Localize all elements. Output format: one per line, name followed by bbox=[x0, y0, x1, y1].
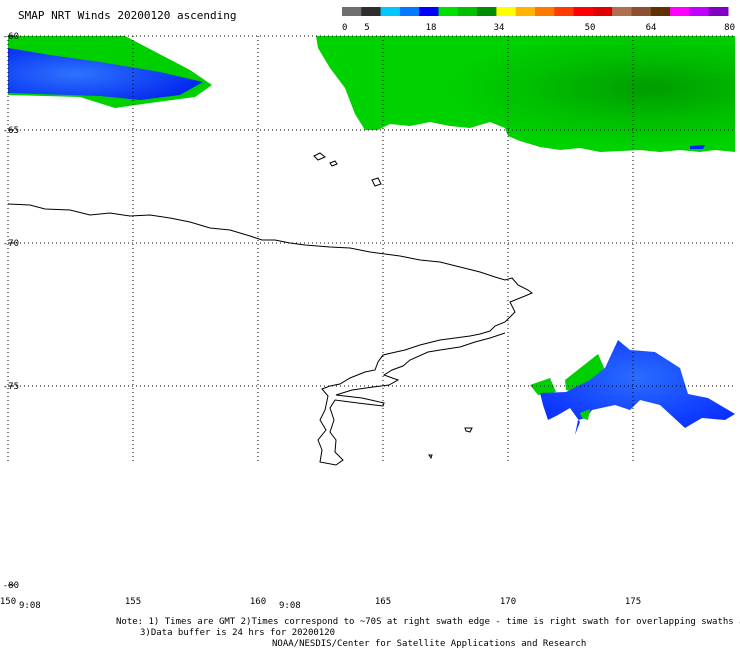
note-line-1: Note: 1) Times are GMT 2)Times correspon… bbox=[116, 617, 740, 627]
colorbar-segment bbox=[380, 7, 401, 16]
colorbar-segment bbox=[496, 7, 517, 16]
longitude-label: 175 bbox=[625, 597, 641, 607]
longitude-labels: 150 155 160 165 170 175 bbox=[0, 597, 641, 607]
latitude-labels: -60 -65 -70 -75 -80 bbox=[3, 32, 19, 591]
time-label-left: 9:08 bbox=[19, 601, 41, 611]
map-title: SMAP NRT Winds 20200120 ascending bbox=[18, 9, 237, 22]
colorbar-segment bbox=[554, 7, 575, 16]
longitude-label: 155 bbox=[125, 597, 141, 607]
latitude-label: -65 bbox=[3, 126, 19, 136]
colorbar-segment bbox=[457, 7, 478, 16]
colorbar-tick-label: 34 bbox=[494, 23, 505, 33]
colorbar-tick-label: 50 bbox=[585, 23, 596, 33]
colorbar-tick-label: 0 bbox=[342, 23, 347, 33]
colorbar-segment bbox=[477, 7, 497, 16]
colorbar-segment bbox=[515, 7, 536, 16]
colorbar-tick-label: 5 bbox=[364, 23, 369, 33]
colorbar-segment bbox=[419, 7, 439, 16]
colorbar-segment bbox=[573, 7, 594, 16]
colorbar-segment bbox=[631, 7, 652, 16]
colorbar-segment bbox=[708, 7, 729, 16]
colorbar-segment bbox=[342, 7, 362, 16]
colorbar-tick-label: 18 bbox=[426, 23, 437, 33]
longitude-label: 165 bbox=[375, 597, 391, 607]
longitude-label: 160 bbox=[250, 597, 266, 607]
latitude-label: -75 bbox=[3, 382, 19, 392]
colorbar-tick-label: 64 bbox=[646, 23, 657, 33]
colorbar-segment bbox=[438, 7, 459, 16]
note-line-2: 3)Data buffer is 24 hrs for 20200120 bbox=[140, 628, 336, 638]
wind-swath-top-left bbox=[8, 36, 212, 108]
colorbar-segment bbox=[399, 7, 420, 16]
note-line-3: NOAA/NESDIS/Center for Satellite Applica… bbox=[272, 639, 587, 649]
colorbar-segment bbox=[612, 7, 632, 16]
colorbar-segment bbox=[689, 7, 710, 16]
wind-swath-top-right bbox=[316, 36, 735, 152]
antarctic-coastline bbox=[7, 152, 533, 466]
colorbar-segment bbox=[361, 7, 382, 16]
colorbar-segment bbox=[650, 7, 671, 16]
colorbar-segment bbox=[670, 7, 690, 16]
colorbar-segment bbox=[535, 7, 555, 16]
colorbar-segment bbox=[592, 7, 613, 16]
longitude-label: 170 bbox=[500, 597, 516, 607]
longitude-label: 150 bbox=[0, 597, 16, 607]
wind-speed-colorbar: 0 5 18 34 50 64 80 bbox=[342, 7, 735, 33]
latitude-label: -80 bbox=[3, 581, 19, 591]
latitude-label: -60 bbox=[3, 32, 19, 42]
latitude-label: -70 bbox=[3, 239, 19, 249]
colorbar-tick-label: 80 bbox=[724, 23, 735, 33]
wind-swath-bottom-right bbox=[530, 340, 735, 435]
time-label-center: 9:08 bbox=[279, 601, 301, 611]
